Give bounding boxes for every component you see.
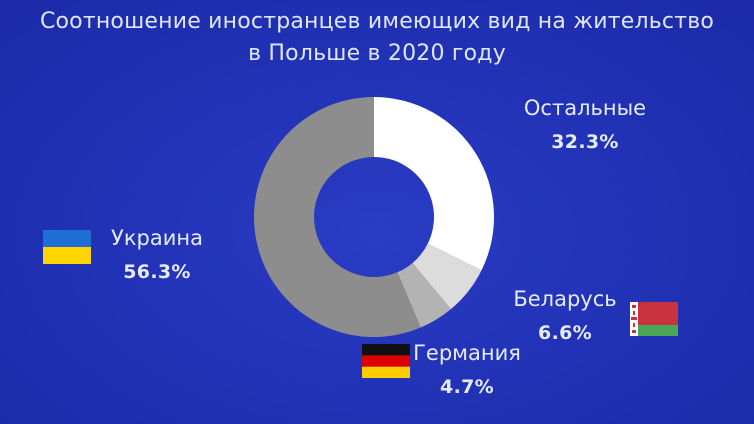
slice-belarus — [412, 243, 482, 310]
label-others: Остальные 32.3% — [520, 94, 650, 156]
label-germany-value: 4.7% — [440, 376, 494, 398]
label-belarus-value: 6.6% — [538, 322, 592, 344]
label-ukraine-name: Украина — [111, 226, 203, 250]
label-others-name: Остальные — [523, 96, 647, 120]
chart-title-line2: в Польше в 2020 году — [248, 41, 506, 66]
chart-title-line1: Соотношение иностранцев имеющих вид на ж… — [39, 9, 715, 34]
ukraine-flag-icon — [43, 230, 91, 264]
belarus-flag-icon — [630, 302, 678, 336]
label-ukraine-value: 56.3% — [123, 261, 191, 283]
label-ukraine: Украина 56.3% — [92, 224, 222, 286]
slice-others — [374, 97, 495, 271]
label-belarus: Беларусь 6.6% — [500, 285, 630, 347]
label-others-value: 32.3% — [551, 131, 619, 153]
chart-title: Соотношение иностранцев имеющих вид на ж… — [0, 6, 754, 70]
slice-ukraine — [254, 97, 421, 337]
slice-germany — [397, 263, 451, 328]
label-germany: Германия 4.7% — [402, 339, 532, 401]
germany-flag-icon — [362, 344, 410, 378]
label-germany-name: Германия — [413, 341, 521, 365]
label-belarus-name: Беларусь — [513, 287, 617, 311]
